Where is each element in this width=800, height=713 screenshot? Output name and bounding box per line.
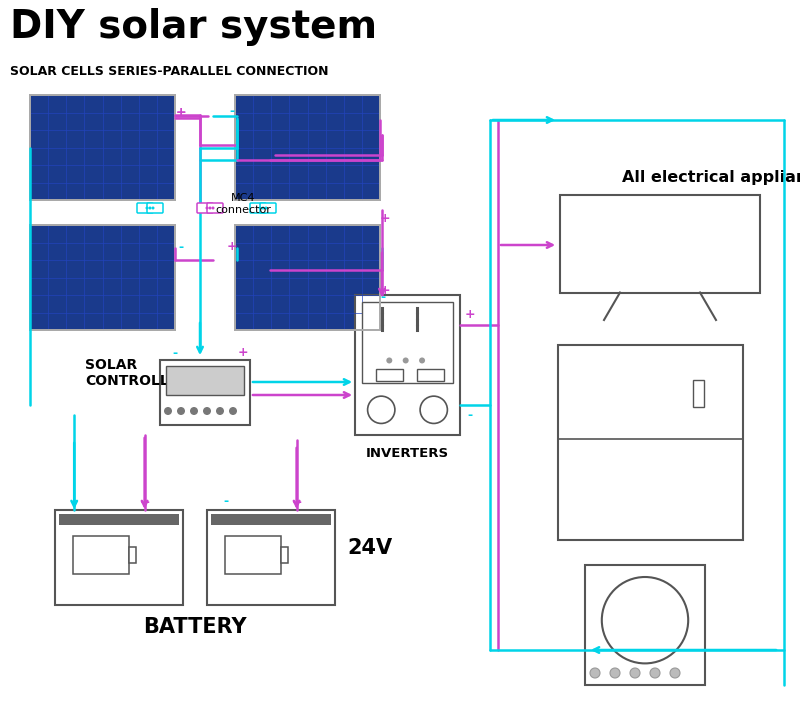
Circle shape bbox=[368, 396, 395, 424]
Circle shape bbox=[402, 357, 409, 364]
Bar bbox=[55, 510, 183, 605]
Bar bbox=[558, 345, 743, 540]
Text: +: + bbox=[176, 106, 186, 118]
Circle shape bbox=[419, 357, 425, 364]
Bar bbox=[585, 565, 705, 685]
Circle shape bbox=[630, 668, 640, 678]
Circle shape bbox=[229, 407, 237, 415]
Circle shape bbox=[203, 407, 211, 415]
Bar bbox=[355, 295, 460, 435]
Text: INVERTERS: INVERTERS bbox=[366, 447, 449, 460]
Text: +: + bbox=[238, 347, 248, 359]
Bar bbox=[376, 369, 403, 381]
Text: -: - bbox=[173, 347, 178, 359]
Circle shape bbox=[149, 207, 151, 210]
Text: +: + bbox=[139, 496, 150, 508]
Text: SOLAR: SOLAR bbox=[85, 358, 138, 372]
Text: -: - bbox=[381, 292, 386, 304]
Bar bbox=[207, 510, 335, 605]
Circle shape bbox=[386, 357, 392, 364]
Text: +: + bbox=[380, 284, 390, 297]
Circle shape bbox=[164, 407, 172, 415]
Circle shape bbox=[262, 207, 265, 210]
Bar bbox=[235, 95, 380, 200]
Circle shape bbox=[211, 207, 214, 210]
Text: -: - bbox=[178, 240, 183, 254]
Circle shape bbox=[190, 407, 198, 415]
FancyBboxPatch shape bbox=[197, 203, 213, 213]
Bar bbox=[560, 195, 760, 292]
Bar bbox=[417, 369, 444, 381]
FancyBboxPatch shape bbox=[250, 203, 266, 213]
Circle shape bbox=[177, 407, 185, 415]
FancyBboxPatch shape bbox=[147, 203, 163, 213]
FancyBboxPatch shape bbox=[207, 203, 223, 213]
Bar bbox=[235, 225, 380, 330]
Circle shape bbox=[216, 407, 224, 415]
Bar bbox=[225, 536, 282, 574]
Bar bbox=[130, 547, 136, 563]
Circle shape bbox=[209, 207, 211, 210]
Circle shape bbox=[206, 207, 209, 210]
Circle shape bbox=[590, 668, 600, 678]
Text: DIY solar system: DIY solar system bbox=[10, 8, 377, 46]
Circle shape bbox=[610, 668, 620, 678]
Text: +: + bbox=[291, 496, 302, 508]
FancyBboxPatch shape bbox=[260, 203, 276, 213]
Circle shape bbox=[151, 207, 154, 210]
Bar bbox=[235, 225, 380, 330]
Circle shape bbox=[258, 207, 262, 210]
Circle shape bbox=[420, 396, 447, 424]
Text: +: + bbox=[465, 309, 475, 322]
Bar bbox=[59, 514, 179, 525]
Bar bbox=[30, 95, 175, 200]
Text: MC4
connector: MC4 connector bbox=[215, 193, 271, 215]
Text: BATTERY: BATTERY bbox=[143, 617, 247, 637]
Bar bbox=[282, 547, 288, 563]
Text: All electrical appliances: All electrical appliances bbox=[622, 170, 800, 185]
Text: -: - bbox=[224, 496, 229, 508]
Bar bbox=[30, 225, 175, 330]
Bar bbox=[73, 536, 130, 574]
Circle shape bbox=[602, 577, 688, 663]
Bar bbox=[235, 95, 380, 200]
Circle shape bbox=[146, 207, 149, 210]
Text: -: - bbox=[467, 409, 473, 421]
Bar bbox=[30, 95, 175, 200]
Text: 24V: 24V bbox=[347, 538, 392, 558]
Bar bbox=[166, 366, 244, 395]
Text: -: - bbox=[230, 106, 234, 118]
Circle shape bbox=[265, 207, 267, 210]
Bar bbox=[211, 514, 331, 525]
Bar bbox=[160, 360, 250, 425]
Bar bbox=[30, 225, 175, 330]
Bar bbox=[693, 380, 704, 407]
Text: +: + bbox=[226, 240, 238, 254]
Text: +: + bbox=[380, 212, 390, 225]
Circle shape bbox=[650, 668, 660, 678]
Bar bbox=[362, 302, 453, 383]
Text: CONTROLLER: CONTROLLER bbox=[85, 374, 189, 388]
FancyBboxPatch shape bbox=[137, 203, 153, 213]
Text: SOLAR CELLS SERIES-PARALLEL CONNECTION: SOLAR CELLS SERIES-PARALLEL CONNECTION bbox=[10, 65, 329, 78]
Text: +: + bbox=[176, 106, 186, 118]
Text: -: - bbox=[72, 496, 77, 508]
Circle shape bbox=[670, 668, 680, 678]
